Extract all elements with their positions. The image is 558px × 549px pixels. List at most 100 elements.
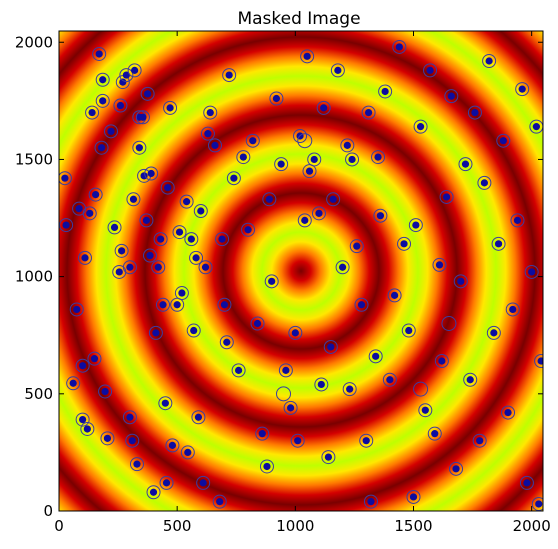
marker-dot: [92, 190, 100, 199]
marker-point: [482, 54, 497, 68]
marker-point: [219, 335, 234, 350]
marker-point: [458, 157, 473, 172]
marker-ring: [222, 68, 237, 83]
marker-dot: [461, 160, 470, 168]
marker-point: [94, 140, 109, 155]
marker-point: [163, 100, 178, 115]
marker-ring: [158, 396, 173, 411]
marker-dot: [206, 108, 214, 117]
marker-point: [151, 260, 166, 275]
marker-dot: [192, 254, 200, 262]
marker-dot: [83, 425, 91, 433]
marker-dot: [416, 123, 425, 131]
marker-point: [103, 124, 118, 139]
marker-dot: [61, 174, 69, 182]
marker-point: [193, 204, 208, 218]
marker-ring: [174, 286, 189, 301]
marker-point: [180, 445, 195, 460]
marker-point: [262, 192, 277, 207]
marker-ring: [477, 175, 492, 190]
marker-point: [316, 100, 331, 115]
marker-dot: [135, 144, 143, 152]
marker-dot: [225, 71, 233, 79]
marker-ring: [155, 297, 170, 312]
marker-dot: [435, 261, 444, 269]
marker-dot: [211, 141, 219, 149]
marker-dot: [223, 338, 231, 346]
marker-ring: [184, 232, 199, 247]
marker-point: [382, 372, 397, 387]
marker-point: [139, 213, 154, 228]
marker-dot: [116, 101, 125, 110]
marker-dot: [183, 198, 191, 206]
marker-dot: [268, 277, 276, 285]
marker-dot: [239, 153, 247, 161]
marker-ring: [82, 206, 97, 221]
marker-point: [321, 450, 336, 465]
marker-ring: [203, 105, 218, 120]
marker-dot: [144, 90, 152, 98]
marker-ring: [88, 187, 103, 202]
marker-ring: [434, 354, 449, 368]
marker-dot: [69, 379, 77, 387]
marker-dot: [152, 329, 160, 337]
marker-dot: [162, 479, 171, 487]
marker-dot: [81, 254, 89, 262]
marker-dot: [99, 76, 107, 84]
chart-title: Masked Image: [237, 9, 360, 29]
marker-ring: [66, 376, 81, 391]
marker-point: [371, 150, 386, 165]
marker-dot: [79, 362, 87, 370]
marker-dot: [128, 437, 136, 445]
marker-point: [98, 384, 113, 399]
marker-ring: [165, 438, 180, 453]
marker-point: [274, 157, 289, 172]
marker-point: [69, 302, 84, 317]
marker-point: [264, 274, 279, 289]
marker-ring: [439, 189, 454, 204]
marker-dot: [334, 66, 342, 74]
marker-dot: [362, 437, 370, 445]
marker-ring: [196, 475, 211, 490]
marker-point: [330, 63, 345, 78]
marker-point: [129, 457, 144, 472]
marker-dot: [164, 183, 172, 192]
marker-point: [486, 325, 501, 340]
marker-dot: [161, 399, 169, 407]
marker-dot: [320, 104, 328, 112]
marker-point: [359, 433, 374, 448]
y-tick-label: 2000: [15, 33, 53, 51]
marker-ring: [463, 372, 478, 387]
marker-dot: [204, 130, 212, 138]
y-tick-label: 0: [43, 502, 53, 520]
marker-dot: [535, 500, 543, 508]
marker-dot: [173, 301, 181, 309]
marker-point: [311, 206, 326, 221]
marker-dot: [197, 207, 205, 215]
marker-ring: [302, 164, 317, 179]
marker-dot: [230, 174, 238, 182]
marker-dot: [86, 209, 94, 217]
marker-dot: [168, 441, 177, 449]
marker-ring: [371, 150, 386, 165]
marker-ring: [85, 105, 100, 120]
x-tick-label: 500: [163, 517, 192, 535]
marker-dot: [115, 268, 123, 276]
marker-point: [387, 288, 402, 303]
marker-point: [300, 49, 315, 64]
marker-dot: [426, 66, 434, 74]
marker-point: [159, 475, 174, 490]
marker-ring: [139, 213, 154, 228]
marker-point: [132, 140, 147, 155]
marker-point: [155, 297, 170, 312]
marker-point: [66, 376, 81, 391]
marker-ring: [191, 410, 206, 425]
marker-ring: [458, 157, 473, 172]
marker-ring: [311, 206, 326, 221]
marker-ring: [236, 150, 251, 165]
marker-ring: [69, 302, 84, 317]
marker-ring: [354, 297, 369, 312]
marker-ring: [432, 257, 447, 272]
